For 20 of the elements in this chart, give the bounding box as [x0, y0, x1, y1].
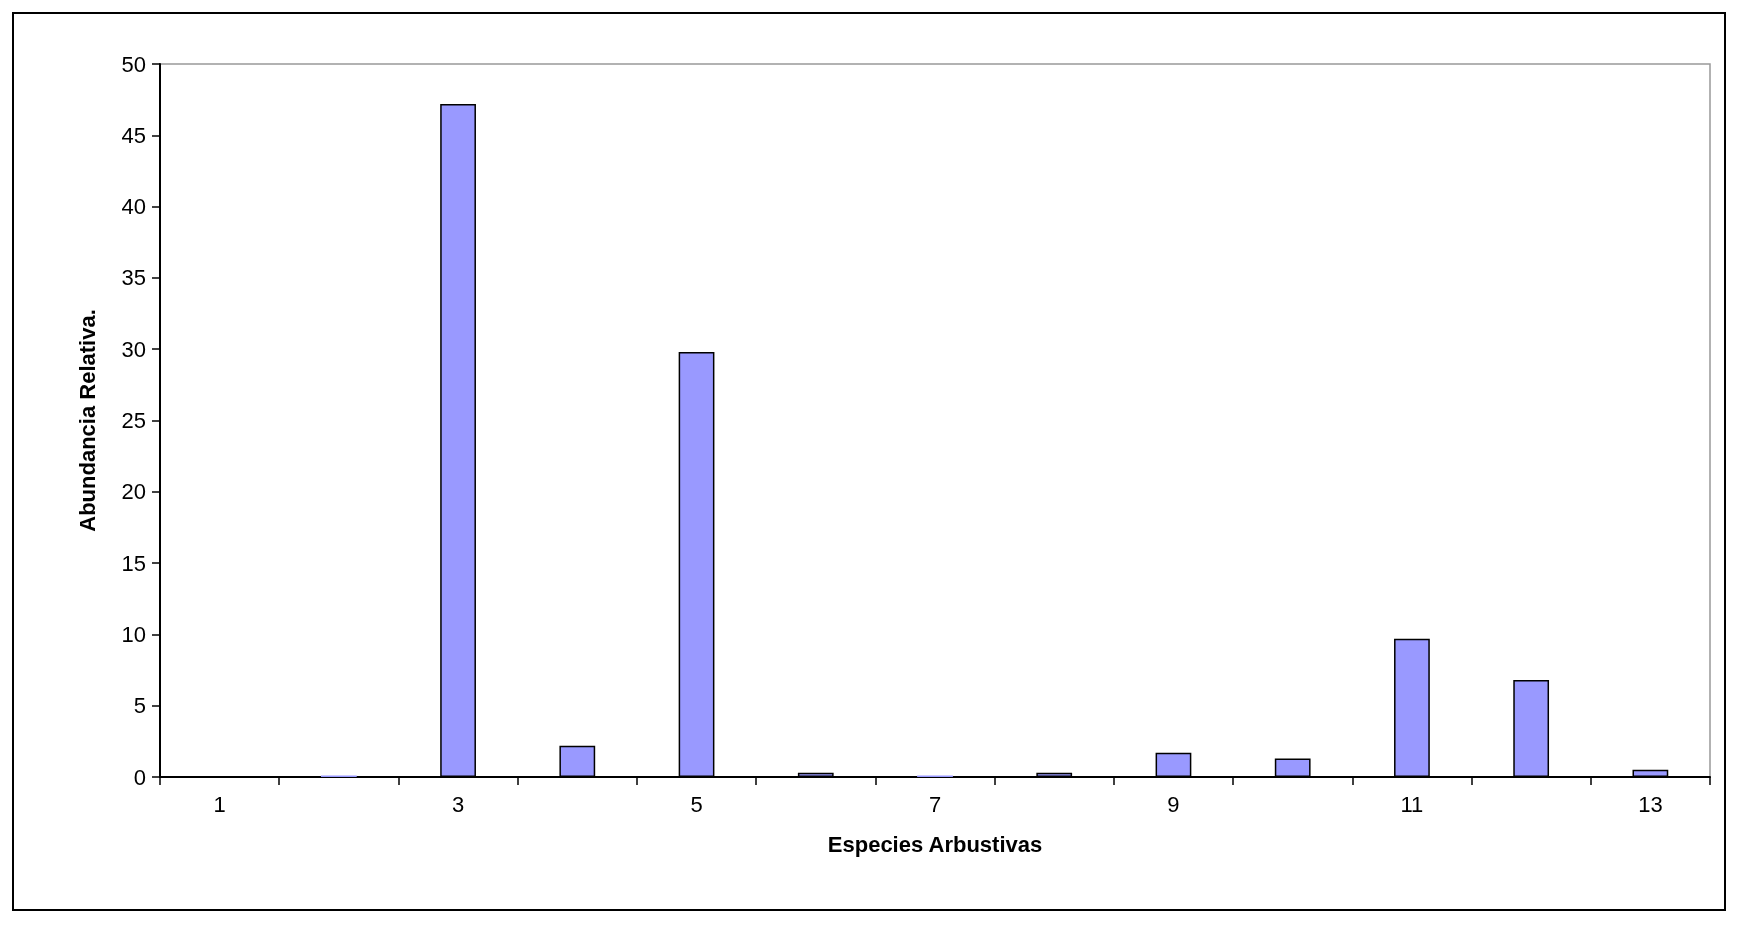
y-tick-label: 0: [133, 764, 146, 790]
x-tick-label: 11: [1400, 791, 1424, 817]
y-tick-label: 30: [121, 336, 146, 362]
x-tick-label: 13: [1638, 791, 1663, 817]
y-tick-label: 50: [121, 51, 146, 77]
y-axis-title: Abundancia Relativa.: [74, 309, 100, 532]
x-tick-label: 3: [451, 791, 465, 817]
x-tick-label: 1: [213, 791, 226, 817]
y-tick-label: 45: [121, 122, 146, 148]
y-tick-label: 15: [121, 550, 146, 576]
x-tick-label: 7: [928, 791, 942, 817]
y-tick-label: 35: [121, 265, 146, 291]
y-tick-label: 20: [121, 479, 146, 505]
x-axis-title: Especies Arbustivas: [827, 831, 1043, 857]
x-tick-label: 5: [690, 791, 703, 817]
x-tick-label: 9: [1167, 791, 1180, 817]
y-tick-label: 40: [121, 194, 146, 220]
y-tick-label: 25: [121, 408, 146, 433]
y-tick-label: 5: [133, 693, 146, 719]
y-tick-label: 10: [121, 621, 146, 647]
